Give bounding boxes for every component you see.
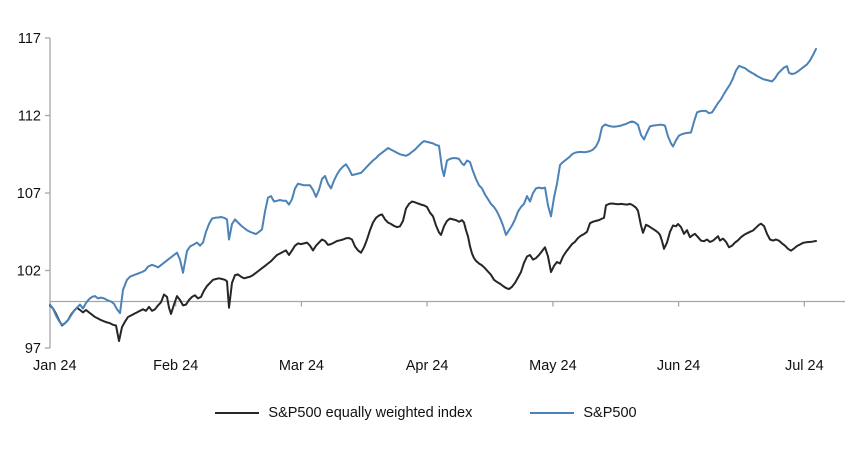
legend-item-equal-weight: S&P500 equally weighted index <box>215 405 472 421</box>
equal-weight-series-line <box>49 200 817 342</box>
x-axis-tick-label: Jun 24 <box>657 358 701 374</box>
y-axis-tick-label: 102 <box>17 264 41 280</box>
legend-item-sp500: S&P500 <box>530 405 637 421</box>
x-axis-tick-label: Apr 24 <box>406 358 449 374</box>
chart-legend: S&P500 equally weighted index S&P500 <box>0 405 852 421</box>
y-axis-tick-label: 107 <box>17 186 41 202</box>
y-axis-tick-label: 112 <box>18 109 41 125</box>
sp500-line-swatch <box>530 412 575 414</box>
sp500-series-line <box>49 47 817 326</box>
y-axis-tick-label: 117 <box>18 31 41 47</box>
x-axis-tick-label: Jan 24 <box>33 358 77 374</box>
equal-weight-line-swatch <box>215 412 260 414</box>
y-axis-tick-label: 97 <box>25 341 41 357</box>
legend-label-equal-weight: S&P500 equally weighted index <box>268 405 473 421</box>
x-axis-tick-label: Jul 24 <box>785 358 824 374</box>
legend-label-sp500: S&P500 <box>583 405 637 421</box>
x-axis-tick-label: Mar 24 <box>279 358 324 374</box>
x-axis-tick-label: May 24 <box>529 358 577 374</box>
x-axis-tick-label: Feb 24 <box>153 358 198 374</box>
